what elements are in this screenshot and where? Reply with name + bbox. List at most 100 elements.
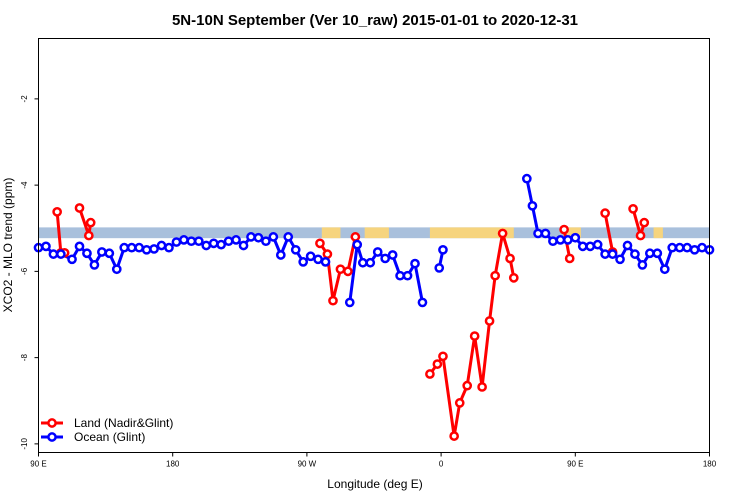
x-tick-label-3: 0 — [439, 460, 444, 469]
series-1-point-13 — [134, 242, 144, 253]
series-1-point-38 — [320, 257, 331, 267]
series-0-point-15 — [449, 431, 459, 441]
series-0-point-22 — [497, 228, 508, 239]
legend-land-label: Land (Nadir&Glint) — [74, 416, 173, 430]
series-0-point-17 — [462, 380, 473, 391]
series-0-point-23 — [505, 253, 515, 264]
legend-swatch-land-marker — [47, 418, 57, 428]
series-1-point-75 — [689, 244, 700, 255]
series-1-point-1 — [41, 241, 51, 252]
series-1-point-34 — [290, 244, 301, 255]
series-1-point-68 — [637, 260, 648, 270]
series-1-point-26 — [231, 235, 241, 245]
series-0-point-20 — [484, 316, 495, 326]
series-1-point-52 — [521, 173, 532, 184]
x-tick-label-1: 180 — [166, 460, 180, 469]
y-tick-label-4: -10 — [20, 438, 29, 450]
x-axis-label: Longitude (deg E) — [327, 477, 422, 491]
series-0-point-29 — [628, 203, 638, 214]
x-axis-ticks: 90 E 180 90 W 0 90 E 180 — [30, 452, 717, 469]
series-1-point-4 — [67, 254, 77, 265]
series-0-point-7 — [322, 249, 333, 259]
series-1-point-12 — [126, 242, 137, 253]
series-1-point-37 — [313, 254, 323, 265]
series-0-point-4 — [83, 230, 94, 241]
y-tick-label-2: -6 — [20, 267, 29, 275]
series-1-point-63 — [600, 249, 610, 259]
series-1-point-47 — [402, 270, 413, 281]
series-0-point-14 — [438, 351, 448, 362]
series-1-point-23 — [208, 238, 219, 249]
y-tick-label-0: -2 — [20, 95, 29, 103]
series-1-point-21 — [193, 236, 204, 247]
series-1-point-5 — [74, 241, 85, 252]
series-1-point-35 — [298, 257, 309, 267]
x-tick-label-4: 90 E — [567, 460, 583, 469]
series-1-point-39 — [344, 297, 355, 308]
series-1-point-32 — [275, 250, 286, 260]
y-tick-label-1: -4 — [20, 181, 29, 189]
series-1-point-9 — [104, 248, 115, 259]
series-0-point-5 — [85, 217, 96, 228]
series-0-line-5 — [603, 212, 615, 253]
series-0-point-27 — [600, 208, 610, 219]
series-1-point-72 — [667, 242, 678, 253]
series-1-point-70 — [652, 248, 663, 259]
series-1-point-25 — [223, 236, 234, 247]
land-sea-band — [38, 227, 710, 239]
series-1-point-18 — [171, 237, 182, 247]
series-1-point-30 — [261, 236, 271, 247]
series-1-point-49 — [417, 297, 428, 308]
series-1-point-33 — [283, 232, 294, 242]
series-0-point-18 — [469, 331, 480, 341]
series-1-point-24 — [216, 239, 227, 250]
series-1-point-66 — [622, 240, 633, 251]
series-0-point-9 — [335, 264, 346, 275]
series-0-point-12 — [425, 369, 435, 379]
series-1-point-44 — [380, 253, 391, 264]
series-1-point-22 — [201, 240, 212, 251]
series-1-point-14 — [141, 244, 152, 255]
series-0-point-6 — [315, 238, 325, 249]
series-1-point-54 — [533, 228, 543, 239]
series-1-point-53 — [527, 200, 538, 211]
series-1-point-19 — [179, 235, 189, 245]
series-1-point-7 — [89, 260, 100, 270]
series-1-point-46 — [395, 270, 405, 281]
series-1-point-2 — [48, 249, 59, 259]
series-1-point-28 — [246, 232, 256, 242]
series-0-point-8 — [328, 295, 338, 306]
series-1-point-69 — [645, 248, 655, 259]
series-1-point-10 — [111, 264, 122, 275]
series-0-point-16 — [454, 398, 465, 408]
legend-swatch-ocean-marker — [47, 432, 57, 442]
series-0-point-19 — [477, 382, 487, 392]
series-0-point-11 — [350, 232, 361, 242]
band-land-4 — [653, 227, 663, 239]
series-1-point-76 — [697, 242, 707, 253]
chart-title: 5N-10N September (Ver 10_raw) 2015-01-01… — [172, 12, 578, 29]
series-1-point-67 — [630, 249, 640, 259]
series-1-point-57 — [555, 235, 566, 245]
series-1-point-11 — [119, 242, 130, 253]
series-1-point-55 — [540, 228, 551, 239]
series-0-point-24 — [508, 272, 519, 283]
series-0-point-21 — [490, 270, 501, 281]
y-axis-ticks: -2 -4 -6 -8 -10 — [20, 95, 39, 450]
y-axis-label: XCO2 - MLO trend (ppm) — [1, 178, 15, 313]
series-1-point-73 — [674, 242, 685, 253]
band-land-0 — [321, 227, 341, 239]
series-1-point-42 — [365, 257, 376, 268]
series-0-point-10 — [343, 266, 353, 277]
series-1-point-71 — [659, 264, 670, 275]
series-1-point-64 — [607, 249, 618, 259]
series-1-point-27 — [238, 240, 249, 251]
series-1-point-62 — [592, 239, 603, 250]
series-1-point-58 — [562, 235, 573, 245]
series-1-point-36 — [305, 251, 316, 262]
series-layer — [33, 173, 715, 441]
series-1-point-61 — [585, 241, 596, 252]
series-1-point-48 — [410, 258, 420, 269]
x-tick-label-2: 90 W — [298, 460, 317, 469]
